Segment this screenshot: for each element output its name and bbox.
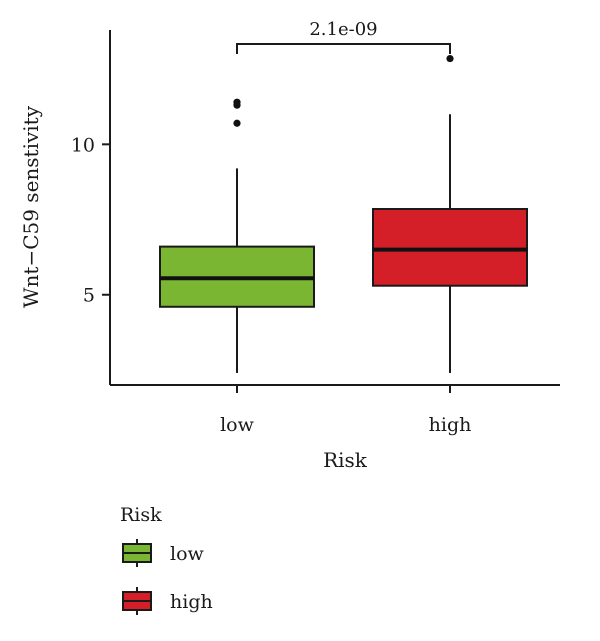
outlier-point bbox=[233, 119, 241, 127]
box-high bbox=[372, 54, 528, 373]
legend-label: high bbox=[170, 591, 213, 613]
outlier-point bbox=[446, 54, 454, 63]
legend-label: low bbox=[170, 543, 205, 565]
legend-entry-high: high bbox=[122, 587, 213, 615]
box-series bbox=[159, 54, 528, 373]
x-axis-title: Risk bbox=[323, 448, 368, 472]
y-axis-title: Wnt−C59 senstivity bbox=[19, 105, 43, 308]
x-axis-ticks: low high bbox=[220, 385, 471, 436]
x-tick-label: low bbox=[220, 414, 255, 436]
iqr-box bbox=[372, 208, 528, 287]
p-value-label: 2.1e-09 bbox=[309, 19, 377, 40]
outlier-point bbox=[233, 98, 241, 106]
y-tick-label: 5 bbox=[83, 285, 95, 307]
box-low bbox=[159, 98, 315, 373]
legend-entry-low: low bbox=[122, 539, 205, 567]
y-tick-label: 10 bbox=[71, 134, 95, 156]
significance-bracket bbox=[236, 43, 451, 54]
y-axis-ticks: 5 10 bbox=[71, 134, 110, 307]
x-tick-label: high bbox=[429, 414, 472, 436]
legend: low high bbox=[122, 539, 213, 615]
legend-title: Risk bbox=[120, 504, 162, 526]
